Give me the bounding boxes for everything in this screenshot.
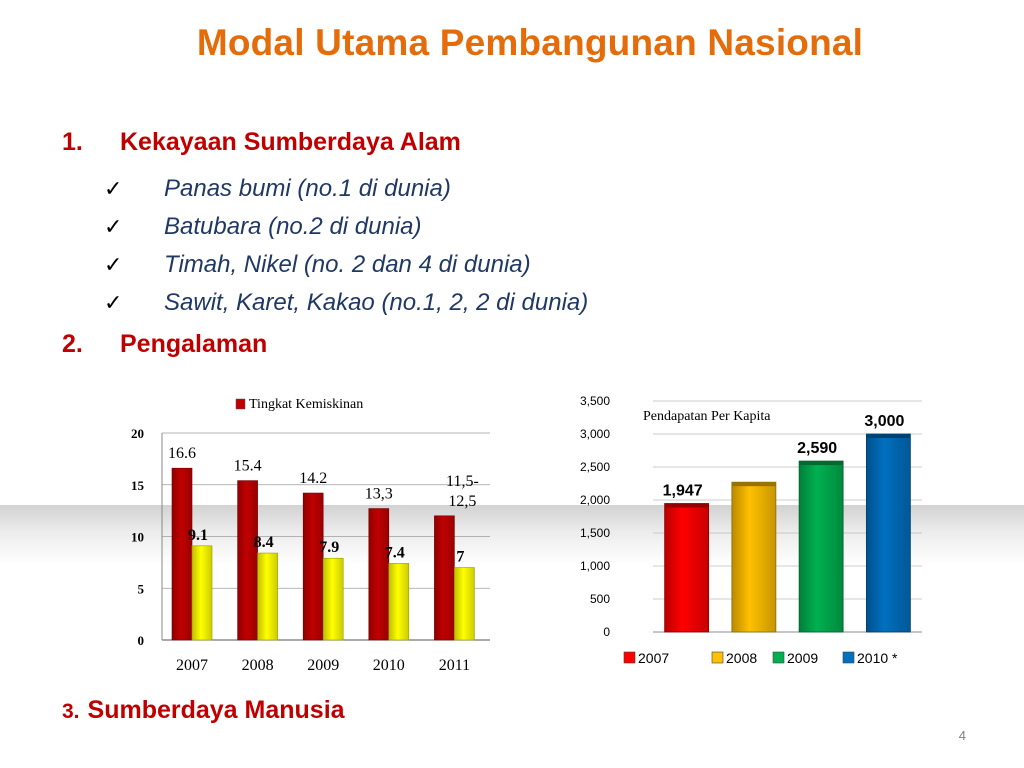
y-tick-label: 0: [138, 633, 145, 648]
legend-swatch: [623, 651, 636, 664]
data-label: 14.2: [299, 470, 327, 487]
bar-2009-s1: [322, 557, 344, 641]
x-tick-label: 2008: [242, 657, 274, 674]
y-tick-label: 0: [603, 625, 610, 639]
x-tick-label: 2007: [176, 657, 208, 674]
resource-list: ✓ Panas bumi (no.1 di dunia) ✓ Batubara (n…: [104, 170, 588, 322]
slide-title: Modal Utama Pembangunan Nasional: [196, 22, 864, 63]
poverty-chart: Tingkat Kemiskinan 0 5 10 15 20 16.6 9.1 2007 15.…: [131, 397, 490, 674]
background-band: [0, 505, 1024, 565]
y-tick-label: 2,000: [580, 493, 610, 507]
income-chart: Pendapatan Per Kapita 0 500 1,000 1,500 2,000…: [580, 394, 922, 666]
check-icon: ✓: [104, 214, 123, 239]
bar-2008-s0: [237, 480, 258, 641]
chart-title: Pendapatan Per Kapita: [643, 409, 771, 424]
page-number: 4: [958, 728, 966, 743]
data-label: 11,5-12,5: [446, 473, 479, 510]
section-heading-2: 2. Pengalaman: [62, 330, 267, 359]
bar-top: [664, 503, 709, 508]
legend-swatch: [842, 651, 855, 664]
section-number: 1.: [62, 128, 83, 156]
bar-2008-s1: [257, 552, 278, 641]
legend-label: 2010 *: [857, 650, 898, 666]
section-title: Pengalaman: [120, 330, 268, 358]
bar-2009: [798, 460, 844, 633]
list-item: ✓ Panas bumi (no.1 di dunia): [104, 170, 588, 208]
data-label: 1,947: [663, 482, 703, 499]
bar-2007: [664, 503, 710, 633]
bar-2011-s0: [434, 515, 455, 641]
data-label: 9.1: [188, 527, 208, 544]
data-label: 7.9: [319, 539, 339, 556]
bar-2007-s1: [191, 545, 213, 641]
data-label: 15.4: [234, 458, 262, 475]
list-item-text: Batubara (no.2 di dunia): [164, 213, 422, 240]
legend-label: Tingkat Kemiskinan: [249, 397, 363, 412]
y-tick-label: 500: [590, 592, 610, 606]
list-item-text: Sawit, Karet, Kakao (no.1, 2, 2 di dunia…: [164, 289, 589, 316]
legend-swatch: [235, 398, 246, 410]
check-icon: ✓: [104, 252, 123, 277]
y-tick-label: 1,000: [580, 559, 610, 573]
data-label: 7.4: [385, 544, 405, 561]
y-tick-label: 2,500: [580, 460, 610, 474]
bar-2010-s1: [388, 563, 410, 641]
list-item: ✓ Timah, Nikel (no. 2 dan 4 di dunia): [104, 246, 588, 284]
bar-2010-s0: [368, 508, 390, 641]
list-item-text: Panas bumi (no.1 di dunia): [164, 175, 451, 202]
legend-label: 2008: [726, 650, 757, 666]
data-label: 8.4: [254, 534, 274, 551]
data-label: 7: [456, 549, 464, 566]
x-tick-label: 2009: [307, 657, 339, 674]
x-tick-label: 2010: [373, 657, 405, 674]
bar-top: [731, 482, 776, 487]
data-label: 13,3: [365, 486, 393, 503]
check-icon: ✓: [104, 290, 123, 315]
data-label: 16.6: [168, 445, 196, 462]
legend-label: 2009: [787, 650, 818, 666]
section-title: Sumberdaya Manusia: [87, 696, 345, 724]
list-item: ✓ Sawit, Karet, Kakao (no.1, 2, 2 di duni…: [104, 284, 588, 322]
check-icon: ✓: [104, 176, 123, 201]
list-item: ✓ Batubara (no.2 di dunia): [104, 208, 588, 246]
bar-top: [866, 434, 911, 438]
y-tick-label: 1,500: [580, 526, 610, 540]
data-label: 3,000: [864, 413, 904, 430]
y-tick-label: 5: [138, 581, 145, 596]
section-heading-3: 3. Sumberdaya Manusia: [62, 696, 345, 725]
bar-2010 *: [865, 433, 911, 633]
legend-label: 2007: [638, 650, 669, 666]
y-tick-label: 15: [131, 478, 145, 493]
bar-top: [799, 461, 844, 466]
y-tick-label: 3,500: [580, 394, 610, 408]
y-tick-label: 10: [131, 530, 144, 545]
y-tick-label: 20: [131, 426, 144, 441]
section-heading-1: 1. Kekayaan Sumberdaya Alam: [62, 128, 461, 157]
y-tick-label: 3,000: [580, 427, 610, 441]
bar-2008: [731, 481, 777, 633]
section-title: Kekayaan Sumberdaya Alam: [120, 128, 461, 156]
legend-swatch: [772, 651, 785, 664]
section-number: 2.: [62, 330, 83, 358]
bar-2007-s0: [171, 467, 193, 641]
bar-2009-s0: [302, 492, 324, 641]
legend-swatch: [711, 651, 724, 664]
x-tick-label: 2011: [439, 657, 470, 674]
section-number: 3.: [62, 700, 80, 723]
data-label: 2,590: [797, 440, 837, 457]
bar-2011-s1: [454, 567, 475, 641]
list-item-text: Timah, Nikel (no. 2 dan 4 di dunia): [164, 251, 531, 278]
